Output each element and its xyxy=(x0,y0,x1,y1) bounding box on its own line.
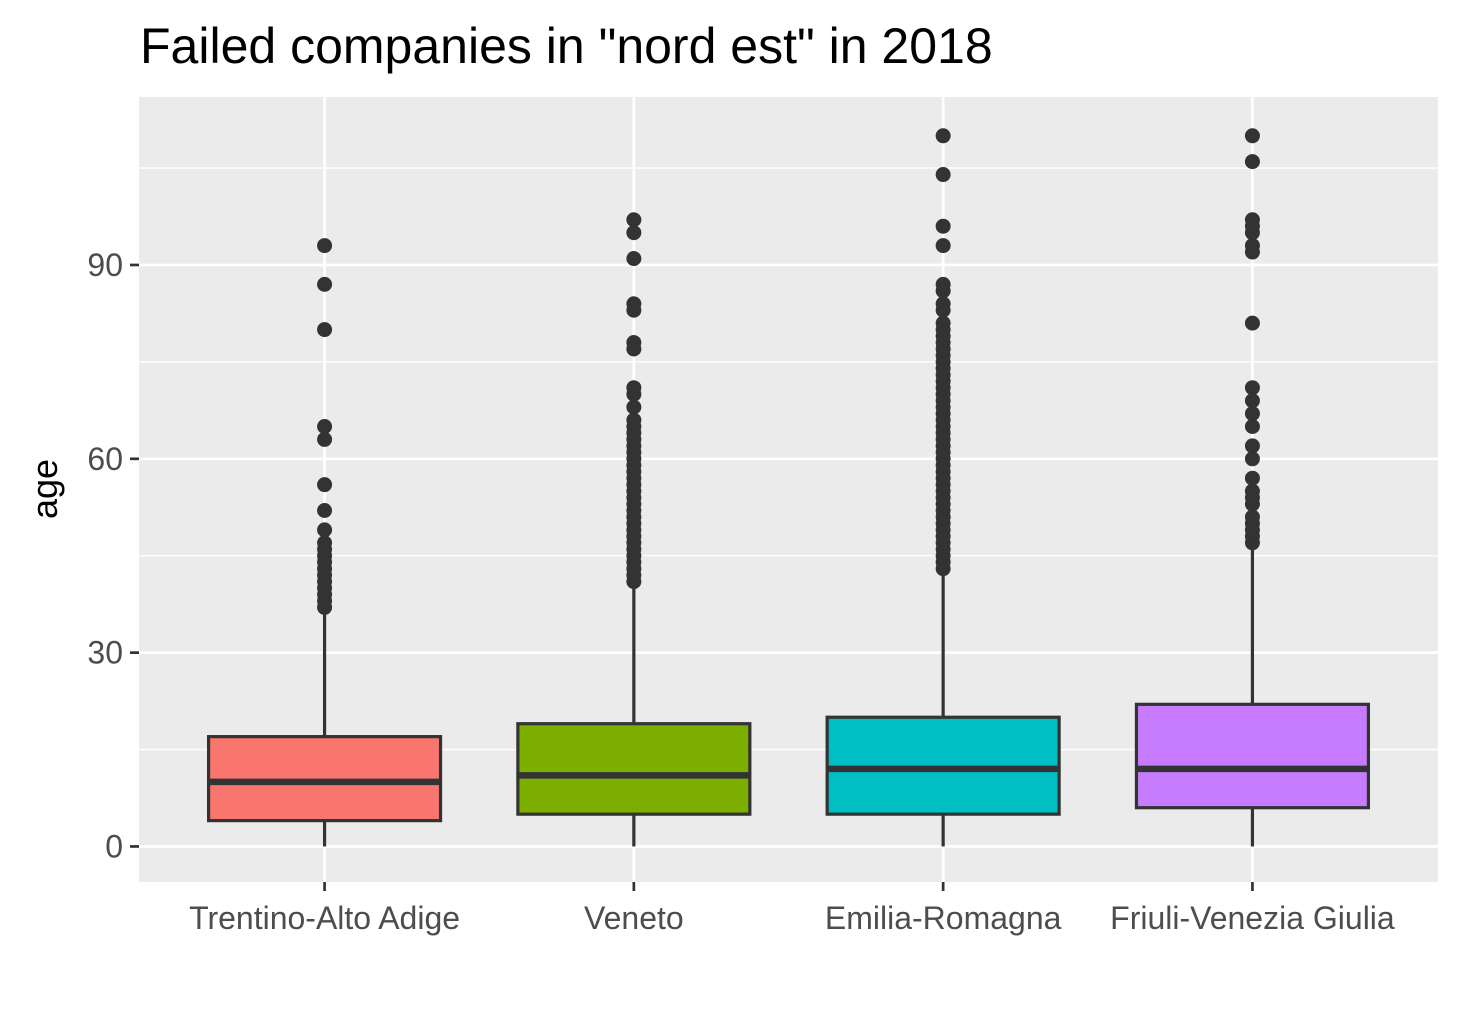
y-tick-label: 30 xyxy=(87,635,123,671)
x-tick-label: Trentino-Alto Adige xyxy=(189,900,460,936)
outlier-point xyxy=(626,412,642,428)
outlier-point xyxy=(317,535,333,551)
x-tick-label: Friuli-Venezia Giulia xyxy=(1110,900,1395,936)
outlier-point xyxy=(935,218,951,234)
outlier-point xyxy=(626,225,642,241)
outlier-point xyxy=(1244,438,1260,454)
box-group xyxy=(1134,128,1371,847)
outlier-point xyxy=(626,380,642,396)
outlier-point xyxy=(1244,509,1260,525)
box-group xyxy=(825,128,1061,847)
outlier-point xyxy=(1244,128,1260,144)
outlier-point xyxy=(1244,380,1260,396)
outlier-point xyxy=(1244,451,1260,467)
outlier-point xyxy=(317,238,333,254)
x-tick-label: Emilia-Romagna xyxy=(825,900,1062,936)
y-tick-label: 0 xyxy=(105,828,123,864)
outlier-point xyxy=(1244,419,1260,435)
outlier-point xyxy=(1244,238,1260,254)
outlier-point xyxy=(626,212,642,228)
y-tick-label: 90 xyxy=(87,247,123,283)
y-axis: 0 30 60 90 xyxy=(87,247,139,864)
outlier-point xyxy=(1244,212,1260,228)
outlier-point xyxy=(626,399,642,415)
outlier-point xyxy=(1244,406,1260,422)
box-group xyxy=(516,212,752,847)
outlier-point xyxy=(317,477,333,493)
outlier-point xyxy=(935,128,951,144)
outlier-point xyxy=(935,167,951,183)
outlier-point xyxy=(1244,470,1260,486)
box-group xyxy=(206,238,443,847)
outlier-point xyxy=(935,315,951,331)
outlier-point xyxy=(626,335,642,351)
outlier-point xyxy=(317,322,333,338)
outlier-point xyxy=(317,502,333,518)
outlier-point xyxy=(317,522,333,538)
box-rect xyxy=(516,722,752,816)
outlier-point xyxy=(1244,483,1260,499)
outlier-point xyxy=(1244,393,1260,409)
box-series xyxy=(206,128,1371,847)
outlier-point xyxy=(935,296,951,312)
outlier-point xyxy=(317,276,333,292)
x-axis: Trentino-Alto Adige Veneto Emilia-Romagna F… xyxy=(189,882,1395,936)
outlier-point xyxy=(1244,315,1260,331)
chart-title: Failed companies in "nord est" in 2018 xyxy=(140,18,993,74)
outlier-point xyxy=(1244,154,1260,170)
outlier-point xyxy=(317,419,333,435)
outlier-point xyxy=(317,431,333,447)
box-rect xyxy=(1134,702,1371,810)
outlier-point xyxy=(935,238,951,254)
outlier-point xyxy=(626,251,642,267)
x-tick-label: Veneto xyxy=(584,900,684,936)
y-axis-title: age xyxy=(24,459,65,519)
y-tick-label: 60 xyxy=(87,441,123,477)
outlier-point xyxy=(935,276,951,292)
outlier-point xyxy=(626,296,642,312)
